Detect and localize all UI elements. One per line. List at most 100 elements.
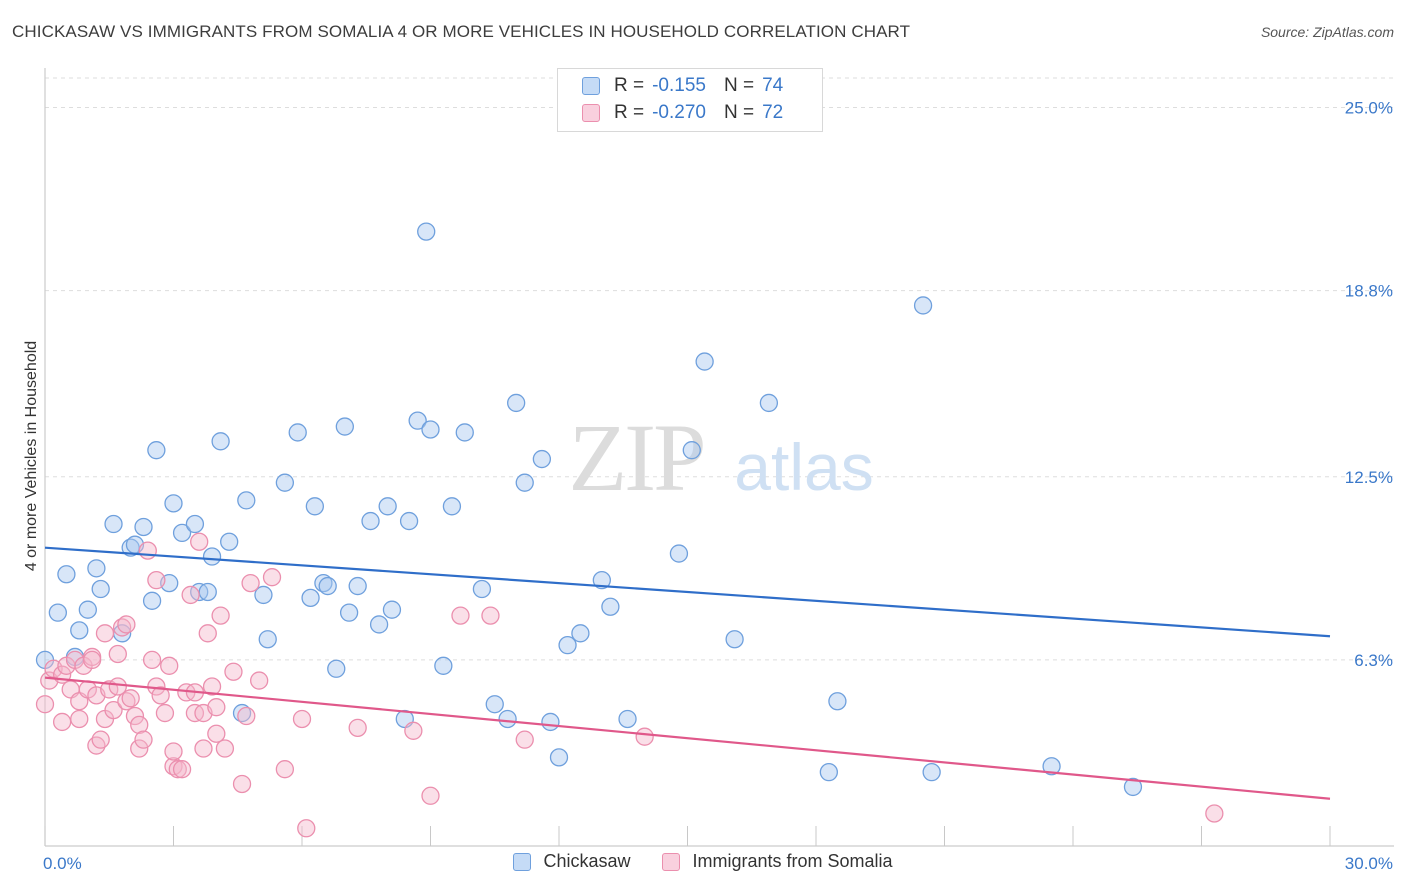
chickasaw-point xyxy=(515,473,534,492)
chickasaw-point xyxy=(164,494,183,513)
chart-title: CHICKASAW VS IMMIGRANTS FROM SOMALIA 4 O… xyxy=(12,22,911,41)
legend-r-value: -0.270 xyxy=(652,102,706,123)
legend-label-chickasaw: Chickasaw xyxy=(543,851,631,871)
chart-source: Source: ZipAtlas.com xyxy=(1260,24,1394,40)
somalia-point xyxy=(130,739,149,758)
chickasaw-point xyxy=(819,763,838,782)
chickasaw-point xyxy=(369,615,389,634)
somalia-point xyxy=(262,568,282,587)
chickasaw-point xyxy=(361,511,380,531)
chickasaw-point xyxy=(305,497,325,516)
somalia-point xyxy=(142,650,162,670)
legend-stats: R = -0.155 N = 74 R = -0.270 N = 72 xyxy=(557,68,823,132)
chickasaw-point xyxy=(104,514,123,534)
chickasaw-point xyxy=(318,576,337,596)
legend-item-somalia[interactable]: Immigrants from Somalia xyxy=(662,851,893,872)
chickasaw-point xyxy=(382,600,402,619)
somalia-point xyxy=(275,760,295,779)
chickasaw-point xyxy=(288,423,307,442)
chickasaw-point xyxy=(185,514,205,534)
y-tick-label: 18.8% xyxy=(1345,282,1393,301)
chickasaw-point xyxy=(339,603,359,622)
somalia-point xyxy=(172,760,192,779)
chickasaw-point xyxy=(91,579,110,599)
somalia-point xyxy=(160,656,179,675)
chickasaw-point xyxy=(275,473,295,492)
chickasaw-point xyxy=(399,511,419,531)
chickasaw-point xyxy=(759,393,779,413)
chickasaw-point xyxy=(1123,777,1143,797)
legend-row-somalia: R = -0.270 N = 72 xyxy=(582,101,783,125)
somalia-point xyxy=(207,698,226,717)
chickasaw-point xyxy=(695,352,714,371)
chickasaw-point xyxy=(498,709,517,729)
somalia-point xyxy=(95,624,115,643)
somalia-point xyxy=(292,709,312,729)
chickasaw-point xyxy=(237,491,256,510)
gridlines xyxy=(45,77,1394,661)
chickasaw-point xyxy=(725,630,744,649)
chickasaw-point xyxy=(434,656,453,675)
chickasaw-point xyxy=(421,420,440,439)
legend-item-chickasaw[interactable]: Chickasaw xyxy=(513,851,630,872)
somalia-point xyxy=(297,819,316,838)
somalia-point xyxy=(451,606,470,625)
chickasaw-point xyxy=(592,571,611,590)
somalia-point xyxy=(190,532,209,551)
somalia-point xyxy=(168,760,187,779)
legend-n-value: 74 xyxy=(762,75,784,96)
somalia-point xyxy=(241,573,260,593)
chickasaw-point xyxy=(601,597,620,616)
somalia-point xyxy=(421,786,440,805)
axes xyxy=(44,68,1394,847)
somalia-point xyxy=(250,671,269,690)
chickasaw-point xyxy=(198,582,217,602)
y-tick-label: 6.3% xyxy=(1354,651,1393,670)
somalia-point xyxy=(52,712,72,732)
chickasaw-point xyxy=(485,695,504,714)
x-tick-label: 0.0% xyxy=(43,854,82,873)
chickasaw-point xyxy=(254,585,273,605)
chickasaw-point xyxy=(147,441,166,460)
y-tick-label: 25.0% xyxy=(1345,99,1393,118)
somalia-point xyxy=(134,730,153,749)
chickasaw-point xyxy=(1042,757,1061,776)
somalia-point xyxy=(348,718,367,737)
somalia-point xyxy=(104,700,123,720)
somalia-point xyxy=(181,585,200,605)
chickasaw-point xyxy=(57,565,76,584)
chickasaw-point xyxy=(682,441,701,460)
somalia-point xyxy=(155,703,175,723)
chickasaw-point xyxy=(348,576,367,596)
somalia-trend-line xyxy=(44,676,1331,800)
chickasaw-point xyxy=(211,432,230,451)
watermark-atlas: atlas xyxy=(734,430,873,504)
somalia-point xyxy=(82,650,102,670)
somalia-point xyxy=(147,571,166,590)
legend-n-value: 72 xyxy=(762,102,784,123)
chickasaw-point xyxy=(78,600,97,619)
somalia-point xyxy=(108,677,127,696)
chickasaw-point xyxy=(70,621,89,640)
somalia-point xyxy=(232,774,252,794)
chickasaw-point xyxy=(142,591,162,610)
somalia-point xyxy=(70,709,89,729)
somalia-point xyxy=(224,662,243,681)
somalia-point xyxy=(237,706,256,726)
chickasaw-point xyxy=(335,417,354,436)
legend-n-label: N = xyxy=(723,75,755,96)
chickasaw-point xyxy=(220,532,239,551)
legend-series: Chickasaw Immigrants from Somalia xyxy=(0,851,1406,872)
somalia-point xyxy=(207,724,226,743)
legend-r-label: R = xyxy=(614,102,645,123)
chickasaw-point xyxy=(48,603,67,622)
legend-swatch-somalia xyxy=(662,852,681,871)
chickasaw-trend-line xyxy=(44,546,1331,638)
chickasaw-point xyxy=(202,547,222,566)
somalia-point xyxy=(121,689,140,708)
somalia-point xyxy=(164,742,183,761)
legend-n-label: N = xyxy=(723,102,755,123)
chickasaw-point xyxy=(87,559,106,578)
x-tick-label: 30.0% xyxy=(1345,854,1393,873)
